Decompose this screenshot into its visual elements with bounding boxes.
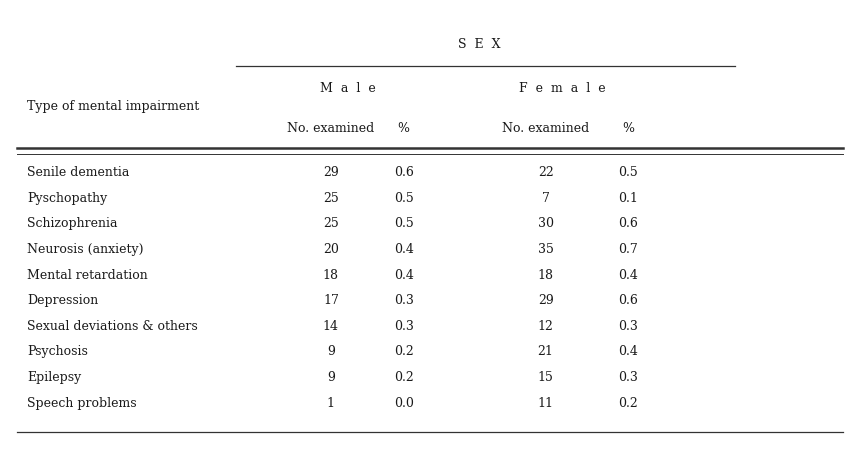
Text: Schizophrenia: Schizophrenia (28, 217, 118, 230)
Text: F  e  m  a  l  e: F e m a l e (519, 82, 605, 95)
Text: 0.4: 0.4 (394, 242, 414, 255)
Text: Psychosis: Psychosis (28, 345, 88, 358)
Text: 0.6: 0.6 (618, 293, 638, 307)
Text: 11: 11 (538, 396, 554, 409)
Text: Mental retardation: Mental retardation (28, 268, 148, 281)
Text: 0.1: 0.1 (618, 191, 638, 204)
Text: 17: 17 (323, 293, 339, 307)
Text: 18: 18 (538, 268, 554, 281)
Text: 9: 9 (327, 345, 335, 358)
Text: 0.4: 0.4 (394, 268, 414, 281)
Text: %: % (397, 122, 409, 134)
Text: 29: 29 (323, 166, 339, 179)
Text: 0.3: 0.3 (394, 319, 414, 332)
Text: %: % (622, 122, 634, 134)
Text: Pyschopathy: Pyschopathy (28, 191, 108, 204)
Text: 0.5: 0.5 (394, 191, 414, 204)
Text: 0.3: 0.3 (618, 319, 638, 332)
Text: 0.7: 0.7 (618, 242, 638, 255)
Text: 18: 18 (322, 268, 339, 281)
Text: Senile dementia: Senile dementia (28, 166, 130, 179)
Text: Epilepsy: Epilepsy (28, 370, 82, 383)
Text: 15: 15 (538, 370, 554, 383)
Text: 14: 14 (322, 319, 339, 332)
Text: 12: 12 (538, 319, 554, 332)
Text: 21: 21 (538, 345, 554, 358)
Text: 25: 25 (323, 217, 339, 230)
Text: 29: 29 (538, 293, 554, 307)
Text: S  E  X: S E X (458, 38, 501, 51)
Text: 0.6: 0.6 (618, 217, 638, 230)
Text: Speech problems: Speech problems (28, 396, 137, 409)
Text: 0.0: 0.0 (394, 396, 414, 409)
Text: 0.2: 0.2 (394, 345, 414, 358)
Text: No. examined: No. examined (287, 122, 375, 134)
Text: 0.5: 0.5 (618, 166, 638, 179)
Text: 20: 20 (323, 242, 339, 255)
Text: 35: 35 (538, 242, 554, 255)
Text: 0.4: 0.4 (618, 268, 638, 281)
Text: 0.2: 0.2 (394, 370, 414, 383)
Text: 0.5: 0.5 (394, 217, 414, 230)
Text: 9: 9 (327, 370, 335, 383)
Text: 30: 30 (538, 217, 554, 230)
Text: 0.6: 0.6 (394, 166, 414, 179)
Text: Sexual deviations & others: Sexual deviations & others (28, 319, 198, 332)
Text: No. examined: No. examined (502, 122, 589, 134)
Text: 0.2: 0.2 (618, 396, 638, 409)
Text: 0.3: 0.3 (394, 293, 414, 307)
Text: Type of mental impairment: Type of mental impairment (28, 100, 200, 112)
Text: 7: 7 (542, 191, 550, 204)
Text: 22: 22 (538, 166, 554, 179)
Text: 0.4: 0.4 (618, 345, 638, 358)
Text: 0.3: 0.3 (618, 370, 638, 383)
Text: 25: 25 (323, 191, 339, 204)
Text: M  a  l  e: M a l e (320, 82, 375, 95)
Text: Depression: Depression (28, 293, 98, 307)
Text: Neurosis (anxiety): Neurosis (anxiety) (28, 242, 144, 255)
Text: 1: 1 (327, 396, 335, 409)
